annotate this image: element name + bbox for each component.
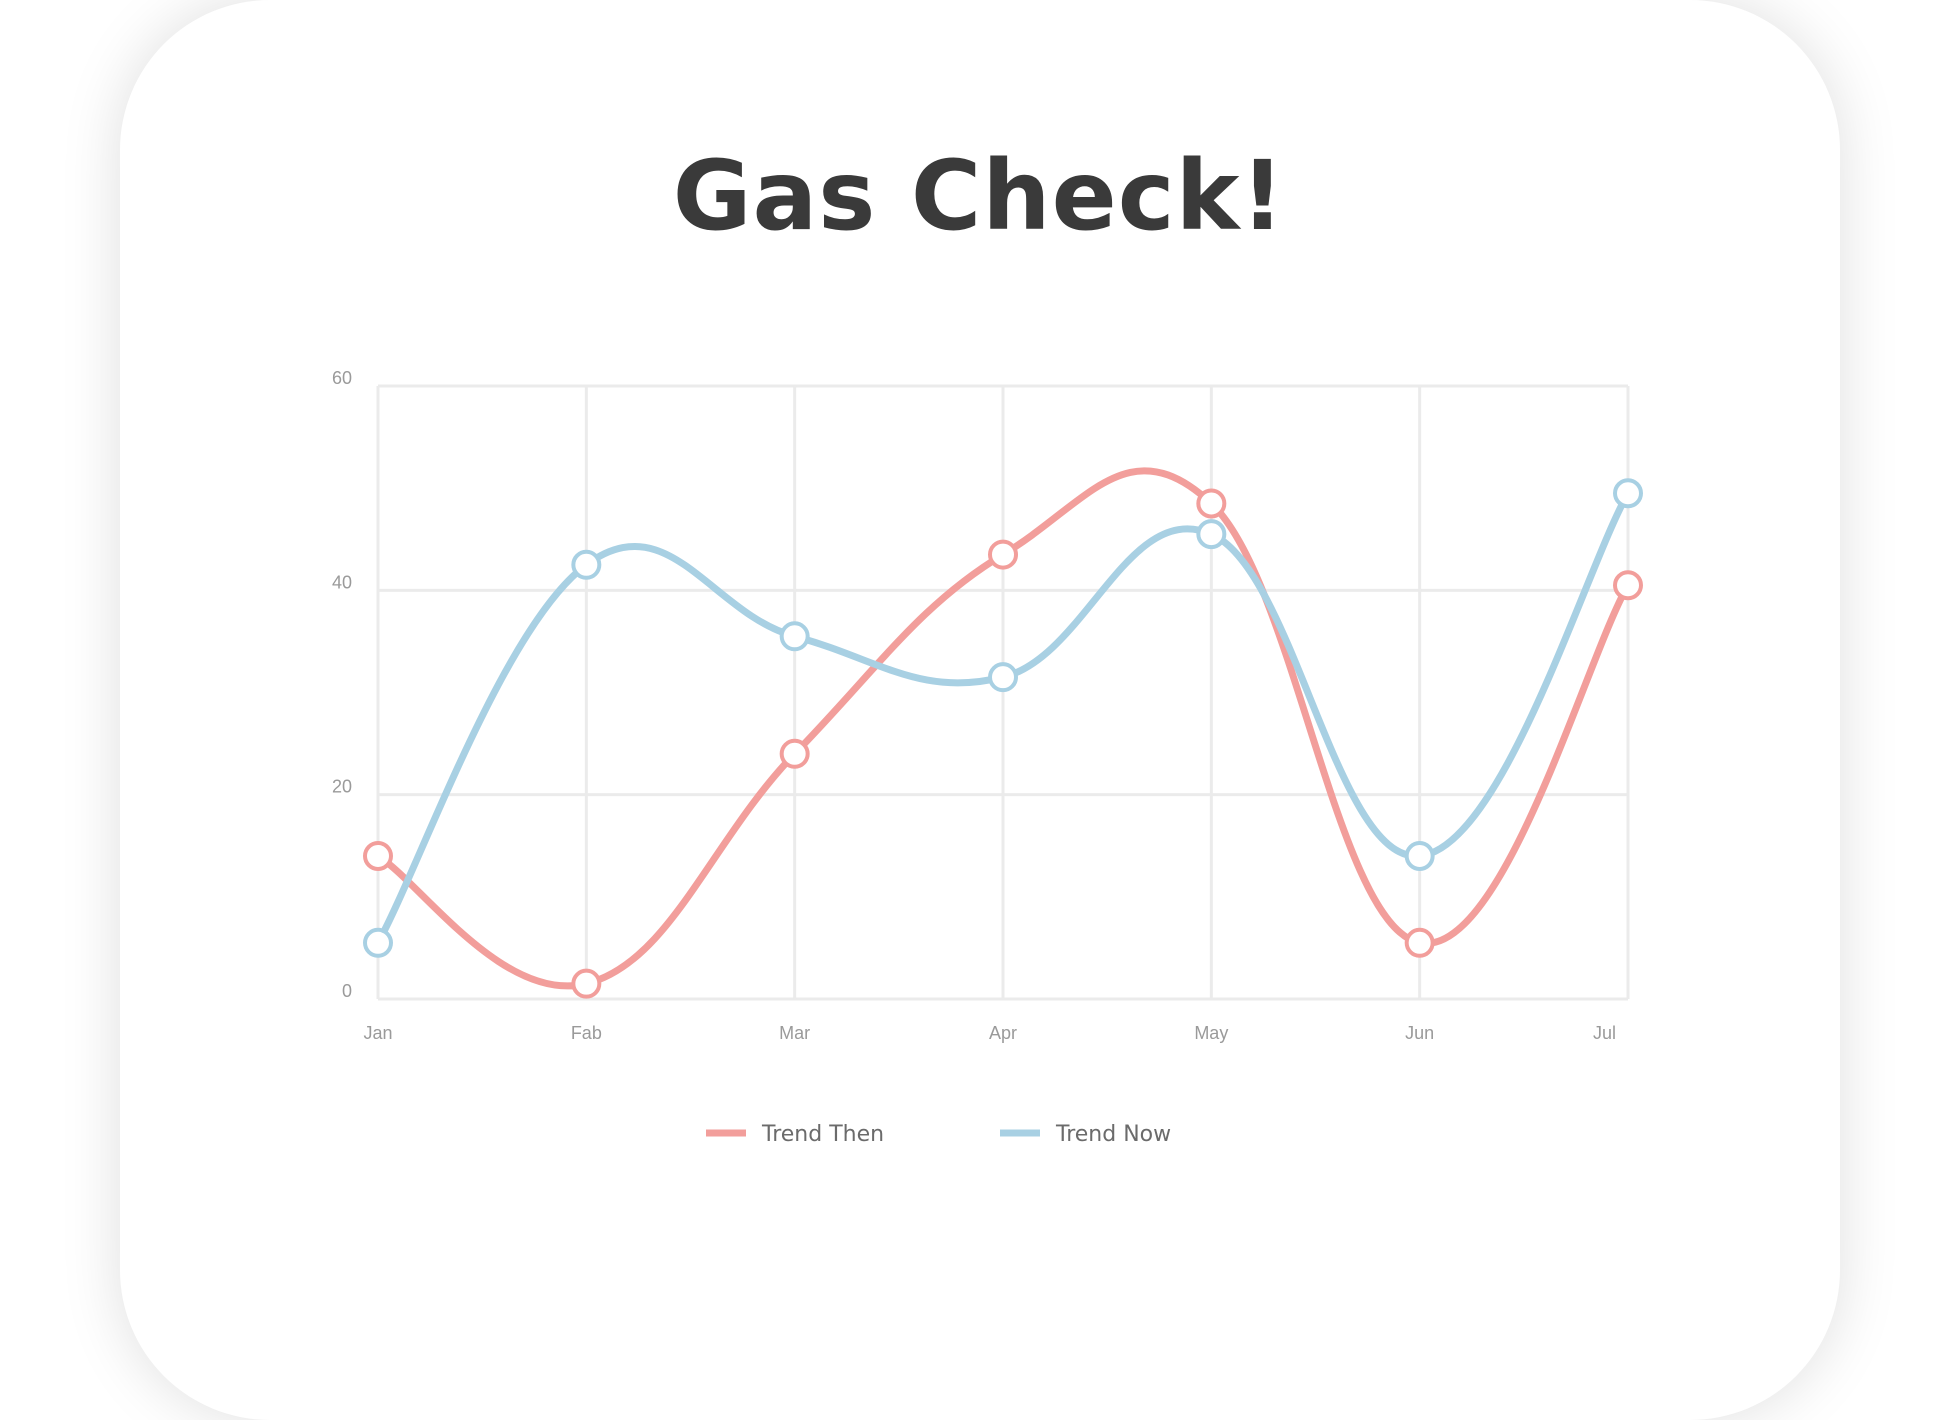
y-tick-label: 0 [342,981,352,1001]
data-point[interactable] [1613,478,1643,509]
x-tick-label: Jun [1405,1023,1434,1043]
chart-grid [376,384,1630,1001]
y-tick-label: 60 [332,368,352,388]
chart-legend: Trend Then Trend Now [706,1122,1171,1147]
data-point[interactable] [1404,840,1435,871]
data-point[interactable] [571,549,602,580]
x-axis-ticks: Jan Fab Mar Apr May Jun Jul [363,1023,1616,1043]
x-tick-label: Apr [989,1023,1017,1043]
page-title: Gas Check! [672,140,1286,252]
data-point[interactable] [1404,927,1435,958]
data-point[interactable] [988,539,1018,570]
y-tick-label: 40 [332,572,352,592]
series-points [363,478,1643,999]
x-tick-label: Mar [779,1023,810,1043]
data-point[interactable] [1196,519,1227,550]
y-axis-ticks: 0 20 40 60 [332,368,352,1001]
y-tick-label: 20 [332,777,352,797]
legend-label: Trend Then [761,1122,884,1147]
data-point[interactable] [988,662,1018,693]
series-line [374,467,1632,990]
data-point[interactable] [779,621,810,652]
x-tick-label: Fab [571,1023,602,1043]
data-point[interactable] [779,738,810,769]
data-point[interactable] [1196,488,1227,519]
data-point[interactable] [363,840,393,871]
x-tick-label: Jan [363,1023,392,1043]
chart-card [120,0,1840,1420]
data-point[interactable] [1613,570,1643,601]
data-point[interactable] [363,927,393,958]
data-point[interactable] [571,968,602,999]
line-chart: 0 20 40 60 Jan Fab Mar Apr May Jun Jul Trend Then… [332,368,1643,1147]
x-tick-label: May [1194,1023,1228,1043]
legend-label: Trend Now [1055,1122,1171,1147]
x-tick-label: Jul [1593,1023,1616,1043]
